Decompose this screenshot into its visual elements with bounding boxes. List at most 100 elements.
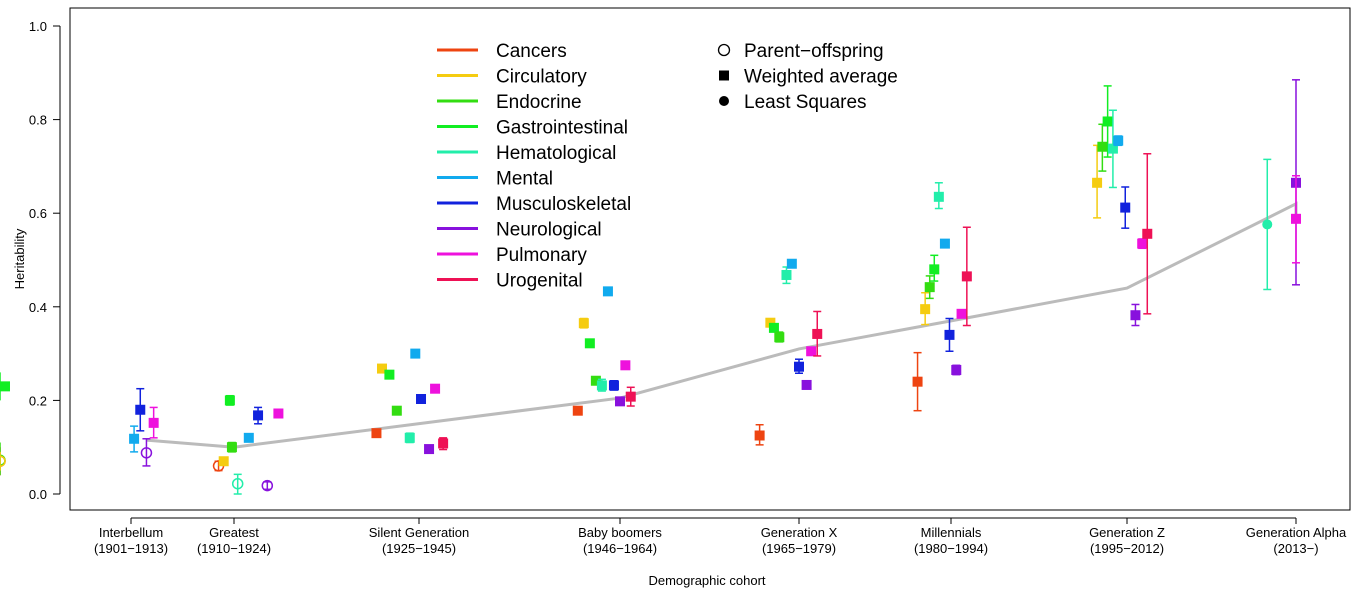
x-tick-label: Generation Alpha	[1246, 525, 1347, 540]
marker-square	[944, 329, 955, 340]
data-point-musculoskeletal	[794, 358, 804, 375]
marker-open-circle	[231, 477, 244, 490]
data-point-endocrine	[924, 275, 935, 300]
data-point-mental	[129, 425, 140, 453]
marker-square	[812, 328, 823, 339]
marker-square	[774, 332, 785, 343]
marker-square	[912, 376, 923, 387]
legend-label: Endocrine	[496, 92, 582, 113]
legend-method-label: Parent−offspring	[744, 41, 884, 62]
y-axis-title: Heritability	[12, 228, 27, 289]
marker-square	[765, 317, 776, 328]
marker-square	[620, 360, 631, 371]
data-point-pulmonary	[430, 383, 441, 394]
data-point-gastrointestinal	[584, 338, 595, 349]
data-point-circulatory	[920, 292, 931, 326]
data-point-urogenital	[1142, 153, 1153, 315]
data-point-gastrointestinal	[224, 394, 235, 406]
marker-square	[148, 417, 159, 428]
y-tick-label: 0.2	[29, 393, 47, 408]
marker-square	[1107, 143, 1118, 154]
data-point-hematological	[781, 266, 792, 285]
marker-square	[377, 363, 387, 374]
marker-square	[424, 444, 435, 455]
data-point-musculoskeletal	[135, 387, 146, 432]
plot-frame	[69, 7, 1351, 511]
marker-square	[391, 405, 402, 416]
data-point-urogenital	[625, 386, 636, 407]
data-point-neurological	[140, 438, 153, 467]
marker-square	[226, 442, 237, 453]
data-point-hematological	[231, 473, 244, 495]
x-tick-label: Millennials	[921, 525, 982, 540]
data-point-pulmonary	[620, 360, 631, 371]
data-point-urogenital	[961, 226, 972, 327]
legend-method-label: Weighted average	[744, 67, 898, 88]
data-point-mental	[786, 258, 797, 269]
marker-square	[794, 361, 804, 372]
data-point-hematological	[1107, 109, 1118, 189]
marker-square	[1137, 238, 1148, 249]
data-point-pulmonary	[148, 406, 159, 439]
marker-square	[430, 383, 441, 394]
x-tick-label: Interbellum	[99, 525, 163, 540]
marker-square	[1097, 141, 1108, 152]
x-tick-years: (1995−2012)	[1090, 541, 1164, 556]
data-point-hematological	[404, 432, 415, 444]
y-tick-label: 0.4	[29, 300, 47, 315]
data-point-mental	[602, 286, 613, 297]
marker-square	[438, 438, 449, 449]
data-point-cancers	[912, 351, 923, 412]
marker-square	[224, 395, 235, 406]
x-tick-years: (2013−)	[1273, 541, 1318, 556]
data-point-pulmonary	[806, 346, 817, 357]
marker-square	[920, 304, 931, 315]
marker-open-circle	[0, 455, 6, 467]
legend-label: Cancers	[496, 41, 567, 62]
marker-square	[404, 432, 415, 443]
legend-label: Circulatory	[496, 67, 587, 88]
marker-square	[1130, 310, 1141, 321]
x-tick-years: (1946−1964)	[583, 541, 657, 556]
data-point-musculoskeletal	[608, 379, 619, 391]
marker-square	[578, 318, 589, 329]
data-point-circulatory	[1092, 144, 1103, 219]
legend-method-label: Least Squares	[744, 92, 867, 113]
data-point-endocrine	[774, 331, 785, 343]
data-point-circulatory	[0, 451, 6, 471]
marker-filled-circle	[1262, 219, 1273, 230]
marker-square	[572, 405, 583, 416]
marker-square	[615, 396, 625, 407]
data-point-cancers	[371, 428, 382, 439]
data-point-neurological	[951, 364, 962, 376]
data-point-neurological	[424, 444, 435, 455]
data-point-pulmonary	[1137, 238, 1148, 250]
data-point-endocrine	[1097, 123, 1108, 172]
data-point-gastrointestinal	[0, 372, 10, 401]
y-tick-label: 1.0	[29, 19, 47, 34]
data-point-urogenital	[438, 437, 449, 451]
data-point-gastrointestinal	[929, 254, 940, 282]
x-axis-title: Demographic cohort	[648, 573, 765, 588]
data-point-hematological	[1262, 158, 1273, 291]
marker-square	[602, 286, 613, 297]
marker-square	[253, 410, 264, 421]
x-tick-years: (1910−1924)	[197, 541, 271, 556]
data-point-mental	[243, 432, 254, 443]
legend-open-circle-icon	[717, 43, 731, 57]
trend-line	[146, 201, 1298, 449]
marker-open-circle	[261, 479, 274, 492]
marker-square	[384, 369, 395, 380]
marker-square	[956, 308, 967, 319]
data-point-cancers	[572, 405, 583, 416]
x-tick-label: Generation X	[761, 525, 838, 540]
marker-square	[924, 282, 935, 293]
marker-square	[1092, 177, 1103, 188]
data-point-endocrine	[226, 441, 237, 453]
marker-square	[371, 428, 382, 439]
data-point-gastrointestinal	[1102, 85, 1113, 158]
marker-square	[273, 408, 284, 419]
data-point-neurological	[615, 396, 625, 407]
data-point-mental	[939, 238, 950, 249]
data-point-circulatory	[578, 317, 589, 329]
